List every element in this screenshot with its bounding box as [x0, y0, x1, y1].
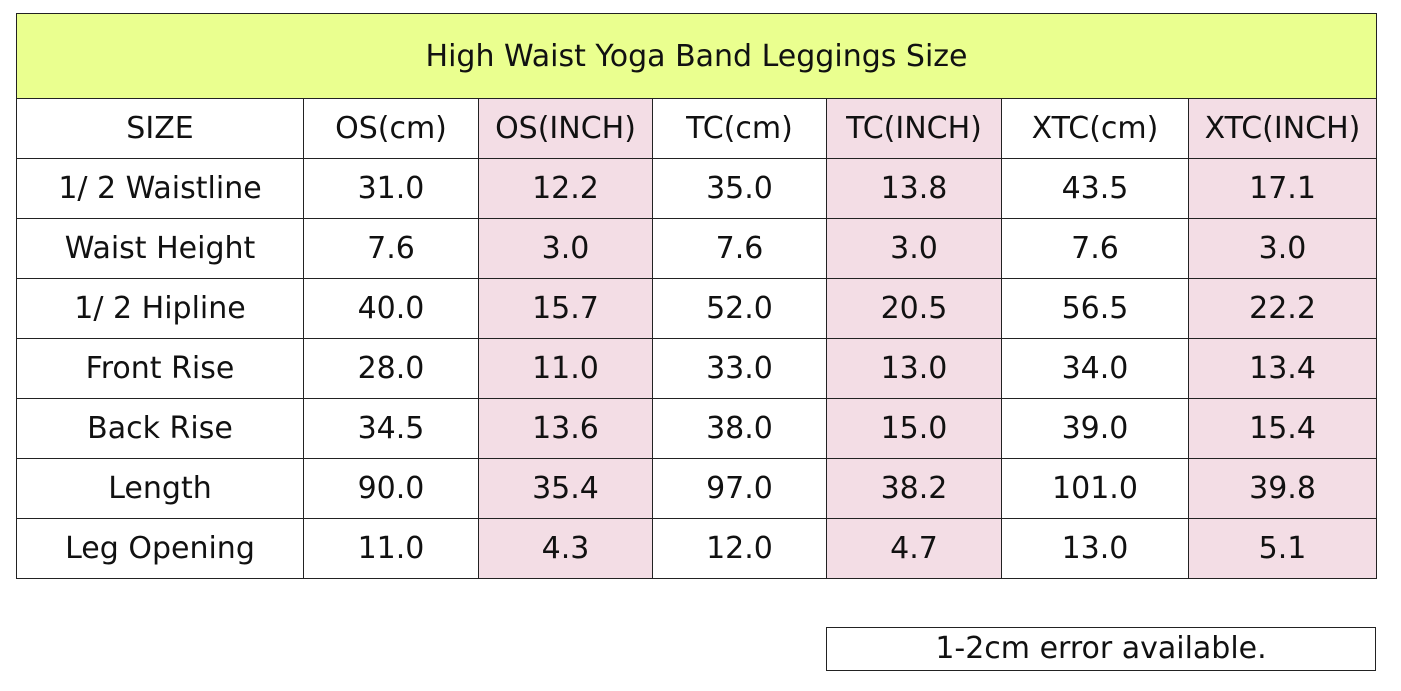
cell: XTC(cm) — [1001, 98, 1189, 159]
row-label: Front Rise — [16, 338, 304, 399]
cell: 34.5 — [303, 398, 479, 459]
cell: 7.6 — [652, 218, 827, 279]
cell: 4.7 — [826, 518, 1002, 579]
cell: 52.0 — [652, 278, 827, 339]
cell: TC(cm) — [652, 98, 827, 159]
cell: 97.0 — [652, 458, 827, 519]
row-label: Back Rise — [16, 398, 304, 459]
cell: OS(cm) — [303, 98, 479, 159]
cell: 12.2 — [478, 158, 653, 219]
cell: 3.0 — [478, 218, 653, 279]
row-label: Waist Height — [16, 218, 304, 279]
cell: 20.5 — [826, 278, 1002, 339]
row-label: Leg Opening — [16, 518, 304, 579]
data-row: 1/ 2 Waistline 31.0 12.2 35.0 13.8 43.5 17.1 — [16, 158, 1378, 219]
cell: 4.3 — [478, 518, 653, 579]
cell: 3.0 — [1187, 218, 1378, 279]
cell: 28.0 — [303, 338, 479, 399]
table-title: High Waist Yoga Band Leggings Size — [15, 13, 1378, 99]
cell: 40.0 — [303, 278, 479, 339]
size-table: High Waist Yoga Band Leggings Size SIZE O… — [15, 13, 1378, 579]
cell: 5.1 — [1187, 518, 1378, 579]
row-label: SIZE — [16, 98, 304, 159]
cell: 101.0 — [1001, 458, 1189, 519]
cell: 35.4 — [478, 458, 653, 519]
data-row: Length 90.0 35.4 97.0 38.2 101.0 39.8 — [16, 458, 1378, 519]
row-label: 1/ 2 Hipline — [16, 278, 304, 339]
row-label: Length — [16, 458, 304, 519]
cell: 15.4 — [1187, 398, 1378, 459]
data-row: Leg Opening 11.0 4.3 12.0 4.7 13.0 5.1 — [16, 518, 1378, 579]
data-row: Back Rise 34.5 13.6 38.0 15.0 39.0 15.4 — [16, 398, 1378, 459]
cell: 13.4 — [1187, 338, 1378, 399]
cell: 31.0 — [303, 158, 479, 219]
data-row: 1/ 2 Hipline 40.0 15.7 52.0 20.5 56.5 22.2 — [16, 278, 1378, 339]
cell: 35.0 — [652, 158, 827, 219]
cell: 13.0 — [826, 338, 1002, 399]
cell: 38.0 — [652, 398, 827, 459]
cell: 90.0 — [303, 458, 479, 519]
cell: 22.2 — [1187, 278, 1378, 339]
cell: 34.0 — [1001, 338, 1189, 399]
note: 1-2cm error available. — [826, 627, 1376, 671]
cell: 13.8 — [826, 158, 1002, 219]
cell: 3.0 — [826, 218, 1002, 279]
cell: 33.0 — [652, 338, 827, 399]
cell: XTC(INCH) — [1187, 98, 1378, 159]
cell: 43.5 — [1001, 158, 1189, 219]
cell: 13.6 — [478, 398, 653, 459]
cell: 13.0 — [1001, 518, 1189, 579]
cell: 11.0 — [303, 518, 479, 579]
cell: 17.1 — [1187, 158, 1378, 219]
cell: 7.6 — [1001, 218, 1189, 279]
cell: 15.7 — [478, 278, 653, 339]
title-row: High Waist Yoga Band Leggings Size — [15, 13, 1378, 99]
row-label: 1/ 2 Waistline — [16, 158, 304, 219]
data-row: Waist Height 7.6 3.0 7.6 3.0 7.6 3.0 — [16, 218, 1378, 279]
cell: TC(INCH) — [826, 98, 1002, 159]
header-row: SIZE OS(cm) OS(INCH) TC(cm) TC(INCH) XTC(cm) X… — [16, 98, 1378, 159]
cell: OS(INCH) — [478, 98, 653, 159]
data-row: Front Rise 28.0 11.0 33.0 13.0 34.0 13.4 — [16, 338, 1378, 399]
cell: 38.2 — [826, 458, 1002, 519]
cell: 56.5 — [1001, 278, 1189, 339]
cell: 7.6 — [303, 218, 479, 279]
cell: 11.0 — [478, 338, 653, 399]
cell: 39.0 — [1001, 398, 1189, 459]
cell: 39.8 — [1187, 458, 1378, 519]
cell: 12.0 — [652, 518, 827, 579]
cell: 15.0 — [826, 398, 1002, 459]
